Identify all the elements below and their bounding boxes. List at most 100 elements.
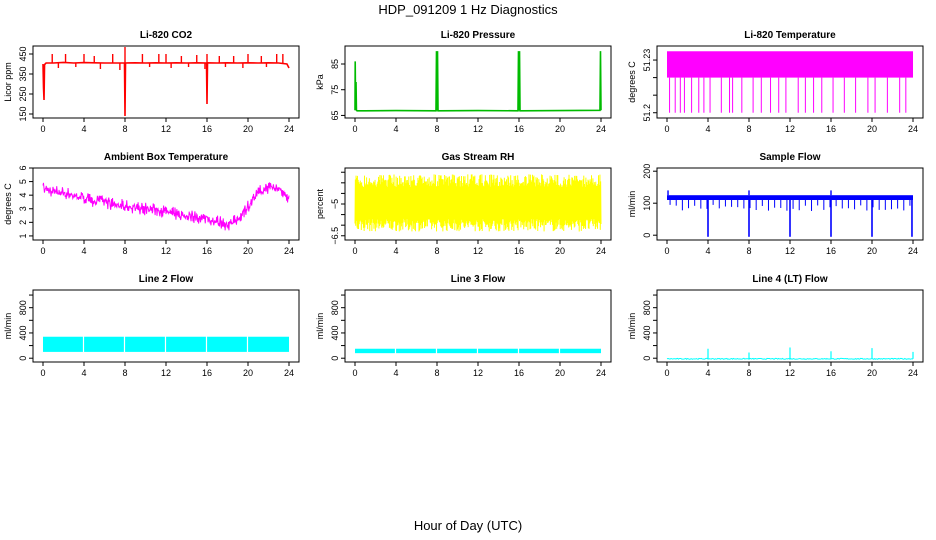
x-tick-label: 12	[473, 368, 483, 378]
x-tick-label: 0	[352, 246, 357, 256]
x-tick-label: 12	[473, 246, 483, 256]
y-tick-label: 4	[18, 193, 28, 198]
x-tick-label: 12	[161, 124, 171, 134]
plot-area	[667, 190, 913, 237]
x-tick-label: 4	[81, 124, 86, 134]
x-tick-label: 0	[664, 124, 669, 134]
x-tick-label: 24	[284, 368, 294, 378]
y-axis-label: degrees C	[3, 183, 13, 225]
y-tick-label: 200	[642, 164, 652, 179]
y-tick-label: 350	[18, 66, 28, 81]
plot-area	[667, 51, 913, 113]
x-tick-label: 4	[393, 246, 398, 256]
x-tick-label: 0	[664, 246, 669, 256]
series-line	[42, 182, 290, 231]
y-axis-label: Licor ppm	[3, 62, 13, 102]
x-tick-label: 0	[352, 124, 357, 134]
x-tick-label: 20	[867, 368, 877, 378]
y-tick-label: 1	[18, 233, 28, 238]
y-axis-label: ml/min	[627, 191, 637, 218]
chart-panel: Line 3 Flow 0 4 8 12 16 20 24 0 400 800 ml/min	[315, 274, 612, 378]
panel-title: Line 2 Flow	[139, 274, 194, 285]
x-tick-label: 0	[664, 368, 669, 378]
y-tick-label: 5	[18, 179, 28, 184]
x-tick-label: 20	[555, 124, 565, 134]
panel-title: Li-820 Temperature	[744, 30, 836, 41]
y-tick-label: 800	[330, 300, 340, 315]
x-tick-label: 8	[122, 246, 127, 256]
x-tick-label: 16	[826, 246, 836, 256]
plot-area	[42, 47, 290, 117]
y-axis-label: ml/min	[627, 313, 637, 340]
x-tick-label: 12	[161, 246, 171, 256]
plot-area	[354, 174, 602, 232]
y-axis-label: percent	[315, 188, 325, 219]
x-tick-label: 8	[746, 368, 751, 378]
x-tick-label: 8	[746, 124, 751, 134]
y-tick-label: 51.2	[642, 104, 652, 122]
series-line	[354, 51, 602, 112]
y-tick-label: −5	[330, 199, 340, 209]
x-tick-label: 4	[393, 124, 398, 134]
x-tick-label: 16	[514, 124, 524, 134]
x-tick-label: 16	[202, 246, 212, 256]
x-tick-label: 4	[393, 368, 398, 378]
y-tick-label: 450	[18, 46, 28, 61]
x-tick-label: 20	[867, 124, 877, 134]
x-tick-label: 8	[434, 246, 439, 256]
plot-area	[42, 182, 290, 231]
x-tick-label: 20	[243, 246, 253, 256]
chart-panel: Line 4 (LT) Flow 0 4 8 12 16 20 24 0 400 800 ml/min	[627, 274, 924, 378]
x-tick-label: 4	[81, 246, 86, 256]
y-tick-label: 0	[18, 356, 28, 361]
x-tick-label: 24	[596, 246, 606, 256]
x-tick-label: 20	[555, 246, 565, 256]
x-tick-label: 24	[596, 368, 606, 378]
plot-area	[666, 347, 914, 360]
x-tick-label: 20	[243, 368, 253, 378]
y-tick-label: 85	[330, 59, 340, 69]
x-tick-label: 16	[826, 368, 836, 378]
x-tick-label: 12	[785, 368, 795, 378]
x-tick-label: 0	[40, 368, 45, 378]
x-tick-label: 24	[908, 368, 918, 378]
y-tick-label: 250	[18, 86, 28, 101]
panel-title: Li-820 CO2	[140, 30, 193, 41]
x-tick-label: 20	[243, 124, 253, 134]
y-tick-label: 0	[642, 356, 652, 361]
y-tick-label: 400	[330, 325, 340, 340]
y-tick-label: 6	[18, 165, 28, 170]
y-tick-label: 0	[330, 356, 340, 361]
panel-title: Gas Stream RH	[442, 152, 515, 163]
plot-area	[43, 335, 289, 353]
chart-panel: Li-820 CO2 0 4 8 12 16 20 24 150 250 350 450 Licor p…	[3, 30, 300, 134]
x-tick-label: 4	[705, 246, 710, 256]
x-tick-label: 8	[746, 246, 751, 256]
plot-area	[355, 347, 601, 355]
chart-panel: Li-820 Temperature 0 4 8 12 16 20 24 51.2 51.23 de…	[627, 30, 924, 134]
x-tick-label: 16	[514, 368, 524, 378]
y-tick-label: 100	[642, 196, 652, 211]
y-tick-label: 2	[18, 220, 28, 225]
x-tick-label: 24	[284, 246, 294, 256]
panel-title: Line 3 Flow	[451, 274, 506, 285]
x-tick-label: 4	[705, 368, 710, 378]
x-tick-label: 16	[202, 368, 212, 378]
x-tick-label: 16	[826, 124, 836, 134]
x-tick-label: 8	[122, 368, 127, 378]
x-tick-label: 24	[596, 124, 606, 134]
plot-area	[354, 51, 602, 112]
y-tick-label: 51.23	[642, 49, 652, 72]
chart-panel: Line 2 Flow 0 4 8 12 16 20 24 0 400 800 ml/min	[3, 274, 300, 378]
x-tick-label: 24	[908, 246, 918, 256]
x-tick-label: 8	[434, 124, 439, 134]
y-axis-label: degrees C	[627, 61, 637, 103]
y-tick-label: 3	[18, 206, 28, 211]
y-tick-label: 150	[18, 106, 28, 121]
x-tick-label: 8	[434, 368, 439, 378]
x-tick-label: 0	[40, 124, 45, 134]
figure-title: HDP_091209 1 Hz Diagnostics	[378, 2, 558, 17]
plot-frame	[32, 167, 300, 241]
